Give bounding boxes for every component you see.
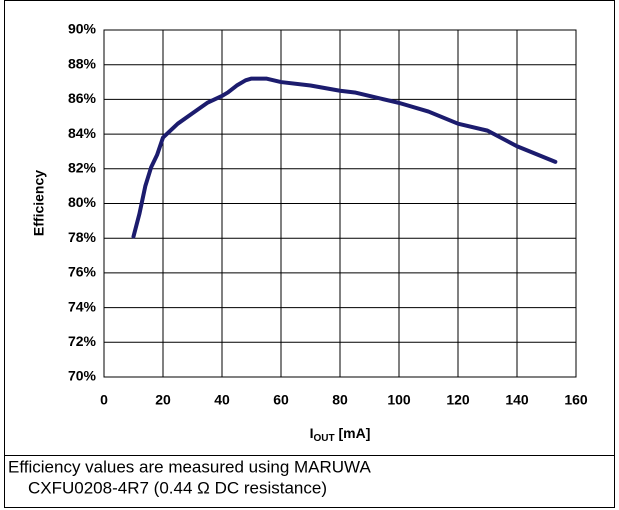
x-tick-label: 40	[214, 392, 230, 408]
y-tick-label: 80%	[68, 194, 97, 210]
y-tick-label: 72%	[68, 333, 97, 349]
x-label-rest: [mA]	[335, 425, 371, 441]
y-tick-label: 78%	[68, 229, 97, 245]
y-tick-label: 82%	[68, 160, 97, 176]
x-tick-label: 100	[387, 392, 411, 408]
x-label-sub: OUT	[314, 433, 335, 444]
y-tick-label: 88%	[68, 55, 97, 71]
y-tick-label: 70%	[68, 368, 97, 384]
x-tick-label: 0	[100, 392, 108, 408]
x-tick-label: 20	[155, 392, 171, 408]
y-tick-label: 74%	[68, 298, 97, 314]
x-tick-label: 140	[505, 392, 529, 408]
y-axis-label: Efficiency	[31, 170, 47, 236]
y-tick-label: 90%	[68, 21, 97, 37]
x-axis-label: IOUT [mA]	[310, 425, 371, 444]
plot-border	[103, 29, 577, 378]
caption-line: Efficiency values are measured using MAR…	[8, 457, 371, 476]
frame	[4, 0, 615, 508]
x-tick-label: 160	[564, 392, 588, 408]
y-tick-label: 84%	[68, 125, 97, 141]
x-tick-label: 60	[273, 392, 289, 408]
x-label-main: I	[310, 425, 314, 441]
x-tick-label: 120	[446, 392, 470, 408]
y-tick-label: 86%	[68, 90, 97, 106]
x-tick-label: 80	[332, 392, 348, 408]
y-tick-label: 76%	[68, 264, 97, 280]
data-line	[131, 76, 558, 239]
caption-line: CXFU0208-4R7 (0.44 Ω DC resistance)	[28, 478, 327, 497]
